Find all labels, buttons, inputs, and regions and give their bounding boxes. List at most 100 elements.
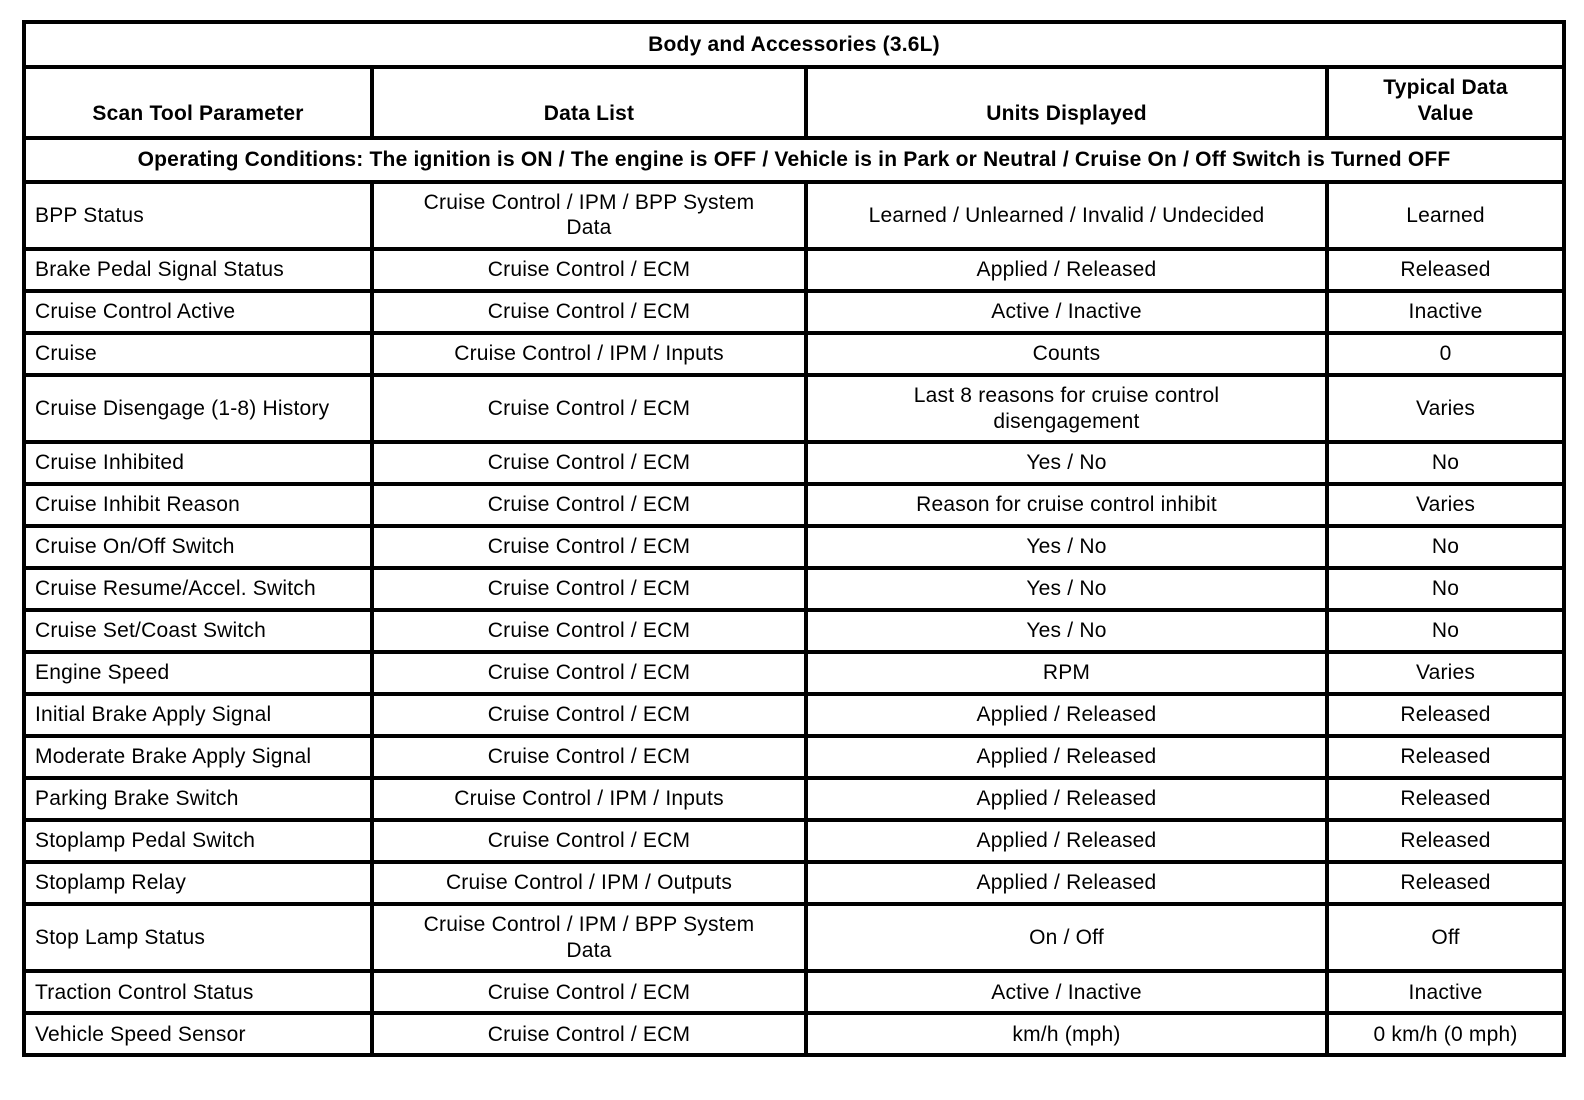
cell-typical-data-value: Varies	[1324, 373, 1567, 445]
table-row: Cruise Resume/Accel. Switch Cruise Contro…	[22, 566, 1567, 613]
cell-units-displayed: Applied / Released	[804, 860, 1329, 907]
cell-data-list: Cruise Control / ECM	[370, 440, 808, 487]
cell-scan-tool-parameter: Stoplamp Relay	[22, 860, 374, 907]
cell-typical-data-value: Inactive	[1324, 289, 1567, 336]
cell-units-displayed: Learned / Unlearned / Invalid / Undecide…	[804, 179, 1329, 252]
cell-data-list: Cruise Control / ECM	[370, 818, 808, 865]
cell-typical-data-value: Released	[1324, 776, 1567, 823]
cell-units-displayed: Counts	[804, 331, 1329, 378]
table-header-row: Scan Tool Parameter Data List Units Disp…	[22, 64, 1567, 141]
cell-scan-tool-parameter: Cruise On/Off Switch	[22, 524, 374, 571]
operating-conditions-row: Operating Conditions: The ignition is ON…	[21, 136, 1567, 184]
column-header-typical-data-value: Typical Data Value	[1324, 64, 1567, 141]
cell-scan-tool-parameter: Cruise Inhibited	[22, 440, 374, 487]
table-row: Engine Speed Cruise Control / ECM RPM Varie…	[22, 650, 1567, 697]
cell-scan-tool-parameter: Moderate Brake Apply Signal	[22, 734, 374, 781]
cell-data-list: Cruise Control / ECM	[370, 524, 808, 571]
cell-scan-tool-parameter: Traction Control Status	[22, 969, 374, 1016]
cell-data-list: Cruise Control / ECM	[370, 650, 808, 697]
cell-scan-tool-parameter: Vehicle Speed Sensor	[22, 1011, 374, 1058]
table-row: Traction Control Status Cruise Control / …	[22, 969, 1567, 1016]
table-row: Vehicle Speed Sensor Cruise Control / ECM…	[22, 1011, 1567, 1058]
cell-units-displayed: Yes / No	[804, 440, 1329, 487]
cell-scan-tool-parameter: Stoplamp Pedal Switch	[22, 818, 374, 865]
cell-typical-data-value: Inactive	[1324, 969, 1567, 1016]
table-row: Initial Brake Apply Signal Cruise Control…	[22, 692, 1567, 739]
cell-units-displayed: km/h (mph)	[804, 1011, 1329, 1058]
table-row: BPP Status Cruise Control / IPM / BPP Sys…	[22, 179, 1567, 252]
cell-typical-data-value: 0	[1324, 331, 1567, 378]
cell-scan-tool-parameter: Parking Brake Switch	[22, 776, 374, 823]
cell-units-displayed: Yes / No	[804, 524, 1329, 571]
table-title-row: Body and Accessories (3.6L)	[21, 20, 1567, 69]
cell-data-list: Cruise Control / ECM	[370, 566, 808, 613]
column-header-scan-tool-parameter: Scan Tool Parameter	[22, 64, 374, 141]
cell-units-displayed: Applied / Released	[804, 692, 1329, 739]
cell-typical-data-value: No	[1324, 566, 1567, 613]
cell-scan-tool-parameter: Cruise Set/Coast Switch	[22, 608, 374, 655]
cell-typical-data-value: No	[1324, 440, 1567, 487]
cell-scan-tool-parameter: Cruise Control Active	[22, 289, 374, 336]
cell-typical-data-value: Released	[1324, 247, 1567, 294]
cell-scan-tool-parameter: Cruise Disengage (1-8) History	[22, 373, 374, 445]
cell-typical-data-value: Varies	[1324, 482, 1567, 529]
cell-units-displayed: Last 8 reasons for cruise control diseng…	[804, 373, 1329, 445]
table-row: Cruise Cruise Control / IPM / Inputs Count…	[22, 331, 1567, 378]
cell-typical-data-value: Released	[1324, 692, 1567, 739]
cell-data-list: Cruise Control / ECM	[370, 608, 808, 655]
cell-typical-data-value: Released	[1324, 818, 1567, 865]
cell-data-list: Cruise Control / ECM	[370, 247, 808, 294]
cell-data-list: Cruise Control / ECM	[370, 969, 808, 1016]
cell-data-list: Cruise Control / ECM	[370, 289, 808, 336]
cell-units-displayed: Applied / Released	[804, 818, 1329, 865]
table-row: Stoplamp Pedal Switch Cruise Control / EC…	[22, 818, 1567, 865]
cell-data-list: Cruise Control / ECM	[370, 692, 808, 739]
cell-data-list: Cruise Control / IPM / Outputs	[370, 860, 808, 907]
cell-data-list: Cruise Control / ECM	[370, 1011, 808, 1058]
cell-typical-data-value: No	[1324, 524, 1567, 571]
column-header-data-list: Data List	[370, 64, 808, 141]
scan-tool-parameter-table: Body and Accessories (3.6L) Scan Tool Pa…	[21, 20, 1567, 1058]
table-row: Cruise Disengage (1-8) History Cruise Con…	[22, 373, 1567, 445]
cell-data-list: Cruise Control / IPM / BPP System Data	[370, 902, 808, 974]
table-row: Cruise On/Off Switch Cruise Control / ECM…	[22, 524, 1567, 571]
cell-units-displayed: Active / Inactive	[804, 289, 1329, 336]
cell-data-list: Cruise Control / ECM	[370, 373, 808, 445]
table-row: Moderate Brake Apply Signal Cruise Contro…	[22, 734, 1567, 781]
cell-typical-data-value: Off	[1324, 902, 1567, 974]
cell-units-displayed: Applied / Released	[804, 776, 1329, 823]
table-title: Body and Accessories (3.6L)	[21, 20, 1567, 69]
cell-typical-data-value: Released	[1324, 734, 1567, 781]
cell-scan-tool-parameter: Cruise	[22, 331, 374, 378]
cell-scan-tool-parameter: BPP Status	[22, 179, 374, 252]
cell-scan-tool-parameter: Cruise Resume/Accel. Switch	[22, 566, 374, 613]
cell-typical-data-value: Released	[1324, 860, 1567, 907]
cell-units-displayed: Yes / No	[804, 566, 1329, 613]
cell-data-list: Cruise Control / ECM	[370, 482, 808, 529]
table-row: Cruise Inhibited Cruise Control / ECM Yes …	[22, 440, 1567, 487]
cell-typical-data-value: No	[1324, 608, 1567, 655]
cell-scan-tool-parameter: Engine Speed	[22, 650, 374, 697]
cell-scan-tool-parameter: Stop Lamp Status	[22, 902, 374, 974]
cell-typical-data-value: Varies	[1324, 650, 1567, 697]
table-row: Stop Lamp Status Cruise Control / IPM / B…	[22, 902, 1567, 974]
table-row: Stoplamp Relay Cruise Control / IPM / Out…	[22, 860, 1567, 907]
cell-units-displayed: Yes / No	[804, 608, 1329, 655]
cell-data-list: Cruise Control / IPM / BPP System Data	[370, 179, 808, 252]
cell-units-displayed: Applied / Released	[804, 247, 1329, 294]
table-row: Cruise Set/Coast Switch Cruise Control / …	[22, 608, 1567, 655]
cell-scan-tool-parameter: Brake Pedal Signal Status	[22, 247, 374, 294]
column-header-typical-data-value-label: Typical Data Value	[1383, 76, 1508, 125]
cell-units-displayed: Reason for cruise control inhibit	[804, 482, 1329, 529]
cell-typical-data-value: 0 km/h (0 mph)	[1324, 1011, 1567, 1058]
cell-units-displayed: Active / Inactive	[804, 969, 1329, 1016]
table-row: Parking Brake Switch Cruise Control / IPM…	[22, 776, 1567, 823]
table-row: Cruise Control Active Cruise Control / EC…	[22, 289, 1567, 336]
cell-data-list: Cruise Control / IPM / Inputs	[370, 331, 808, 378]
table-row: Brake Pedal Signal Status Cruise Control …	[22, 247, 1567, 294]
column-header-units-displayed: Units Displayed	[804, 64, 1329, 141]
table-row: Cruise Inhibit Reason Cruise Control / EC…	[22, 482, 1567, 529]
operating-conditions-text: Operating Conditions: The ignition is ON…	[21, 136, 1567, 184]
cell-units-displayed: On / Off	[804, 902, 1329, 974]
